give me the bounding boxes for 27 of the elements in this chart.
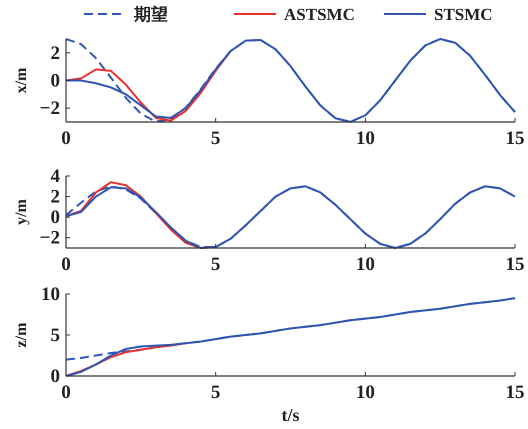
- x-tick-label: 10: [356, 382, 375, 403]
- y-tick-label: 2: [50, 42, 60, 64]
- x-tick-label: 5: [210, 382, 220, 403]
- y-tick-label: 5: [50, 325, 60, 346]
- y-axis-title: x/m: [13, 66, 30, 94]
- x-axis-title: t/s: [282, 405, 300, 425]
- x-tick-label: 15: [506, 128, 524, 149]
- x-tick-label: 5: [210, 128, 220, 149]
- x-tick-label: 5: [210, 254, 220, 275]
- y-tick-label: 2: [50, 186, 60, 208]
- y-tick-label: 0: [50, 366, 60, 387]
- x-tick-label: 10: [356, 254, 375, 275]
- y-tick-label: 4: [50, 166, 60, 187]
- legend-label: STSMC: [434, 5, 493, 24]
- x-tick-label: 15: [506, 382, 524, 403]
- y-tick-label: −2: [40, 228, 60, 249]
- line-series: [65, 297, 516, 377]
- y-axis-title: y/m: [13, 198, 30, 225]
- y-tick-label: 0: [50, 70, 60, 92]
- legend-label: 期望: [133, 5, 168, 24]
- x-tick-label: 15: [506, 254, 524, 275]
- x-tick-label: 10: [356, 128, 375, 149]
- y-tick-label: 10: [41, 284, 60, 305]
- y-axis-title: z/m: [13, 322, 30, 348]
- legend-label: ASTSMC: [284, 5, 355, 24]
- y-tick-label: −2: [40, 98, 60, 120]
- y-tick-label: 0: [50, 207, 60, 228]
